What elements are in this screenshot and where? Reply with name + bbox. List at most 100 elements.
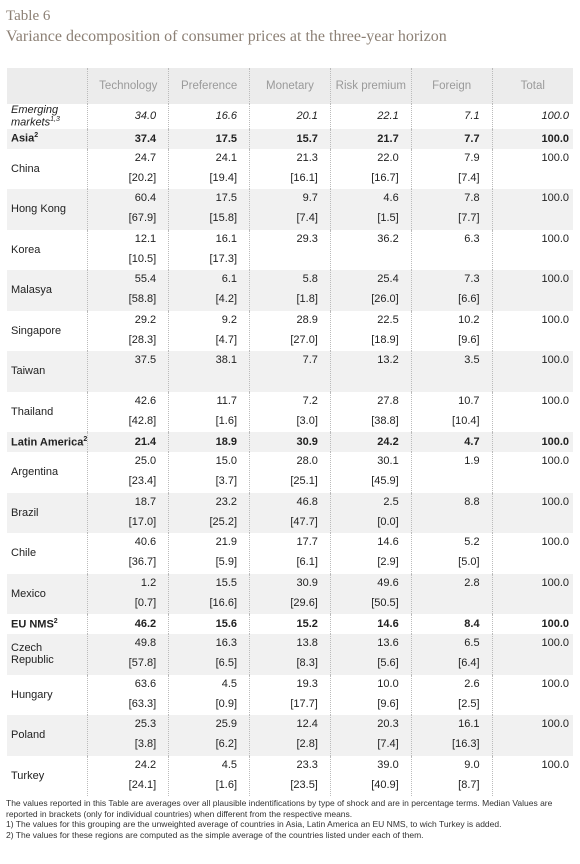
value: 22.1 [377, 110, 399, 123]
cell: 17.5 [168, 128, 250, 149]
value: 2.6 [464, 677, 480, 690]
median: [2.9] [377, 556, 399, 569]
median: [17.7] [290, 697, 318, 710]
cell: 9.2 [4.7] [168, 310, 250, 352]
row-label: Latin America2 [7, 432, 88, 453]
cell: 100.0 [491, 229, 573, 271]
cell: 9.0 [8.7] [410, 755, 493, 797]
cell: 1.2 [0.7] [87, 573, 169, 615]
value: 25.0 [134, 455, 157, 468]
value: 29.3 [296, 232, 318, 245]
value: 34.0 [134, 110, 157, 123]
value: 4.6 [383, 192, 399, 205]
value: 16.6 [215, 110, 238, 123]
row-label: EU NMS2 [7, 614, 88, 634]
footnote-ref: 2 [83, 435, 88, 443]
value: 21.3 [296, 151, 318, 164]
cell: 24.1 [19.4] [168, 148, 250, 190]
value: 7.7 [302, 354, 318, 367]
value: 63.6 [134, 677, 157, 690]
value: 27.8 [377, 394, 399, 407]
cell: 7.9 [7.4] [410, 148, 493, 190]
cell: 7.7 [410, 128, 493, 149]
cell: 28.0 [25.1] [249, 452, 331, 493]
value: 15.5 [215, 576, 238, 589]
cell: 23.2 [25.2] [168, 492, 250, 534]
value: 7.8 [464, 192, 480, 205]
value: 100.0 [541, 151, 569, 164]
median: [18.9] [371, 333, 399, 346]
median: [63.3] [128, 697, 157, 710]
value: 12.1 [134, 232, 157, 245]
value: 100.0 [541, 232, 569, 245]
cell: 21.7 [329, 128, 412, 149]
table-row: Korea 12.1 [10.5] 16.1 [17.3] 29.3 36.2 6.3 100.… [7, 229, 573, 271]
cell: 100.0 [491, 432, 573, 453]
label-text: Malasya [11, 284, 52, 297]
table-row: Chile 40.6 [36.7] 21.9 [5.9] 17.7 [6.1] 14.6 [2.… [7, 533, 573, 574]
value: 20.1 [296, 110, 318, 123]
cell: 30.9 [249, 432, 331, 453]
title: Table 6 [6, 8, 51, 24]
value: 21.4 [134, 436, 157, 449]
label-text: Emerging markets [11, 104, 59, 129]
cell: 27.8 [38.8] [329, 391, 412, 433]
median: [36.7] [128, 556, 157, 569]
median: [1.8] [296, 293, 318, 306]
row-label: Czech Republic [7, 634, 88, 675]
cell: 49.8 [57.8] [87, 634, 169, 675]
table-row: Latin America2 21.4 18.9 30.9 24.2 4.7 100.0 [7, 432, 573, 453]
median: [28.3] [128, 333, 157, 346]
cell: 10.0 [9.6] [329, 674, 412, 716]
value: 13.6 [377, 637, 399, 650]
row-label: Taiwan [7, 351, 88, 392]
cell: 14.6 [2.9] [329, 533, 412, 574]
value: 100.0 [541, 455, 569, 468]
median: [45.9] [371, 475, 399, 488]
cell: 7.3 [6.6] [410, 270, 493, 311]
value: 36.2 [377, 232, 399, 245]
value: 9.2 [221, 313, 238, 326]
value: 100.0 [541, 354, 569, 367]
value: 39.0 [377, 758, 399, 771]
median: [6.1] [296, 556, 318, 569]
cell: 7.2 [3.0] [249, 391, 331, 433]
value: 15.6 [215, 618, 238, 631]
label-text: Poland [11, 729, 46, 742]
cell: 16.1 [16.3] [410, 715, 493, 756]
label-text: Mexico [11, 587, 46, 600]
cell: 12.4 [2.8] [249, 715, 331, 756]
median: [10.5] [128, 252, 157, 265]
cell: 100.0 [491, 573, 573, 615]
note: 2) The values for these regions are comp… [6, 829, 424, 840]
value: 100.0 [541, 436, 569, 449]
median: [6.5] [215, 657, 238, 670]
cell: 23.3 [23.5] [249, 755, 331, 797]
cell: 38.1 [168, 351, 250, 392]
value: 17.5 [215, 132, 238, 145]
cell: 40.6 [36.7] [87, 533, 169, 574]
value: 20.3 [377, 718, 399, 731]
cell: 12.1 [10.5] [87, 229, 169, 271]
value: 100.0 [541, 576, 569, 589]
table-row: EU NMS2 46.2 15.6 15.2 14.6 8.4 100.0 [7, 614, 573, 635]
value: 100.0 [541, 495, 569, 508]
cell: 17.5 [15.8] [168, 189, 250, 230]
row-label: Turkey [7, 756, 88, 797]
median: [3.8] [134, 738, 157, 751]
cell: 29.3 [249, 229, 331, 271]
median: [24.1] [128, 778, 157, 791]
table-row: Turkey 24.2 [24.1] 4.5 [1.6] 23.3 [23.5] 39.0 [4… [7, 755, 573, 797]
cell: 15.7 [249, 128, 331, 149]
label-text: Singapore [11, 324, 62, 337]
cell: 24.7 [20.2] [87, 148, 169, 190]
row-label: Poland [7, 715, 88, 756]
value: 10.0 [377, 677, 399, 690]
cell: 100.0 [491, 755, 573, 797]
median: [4.2] [215, 293, 238, 306]
value: 15.2 [296, 618, 318, 631]
cell: 8.4 [410, 614, 493, 635]
row-label: Hong Kong [7, 189, 88, 230]
cell: 5.8 [1.8] [249, 270, 331, 311]
